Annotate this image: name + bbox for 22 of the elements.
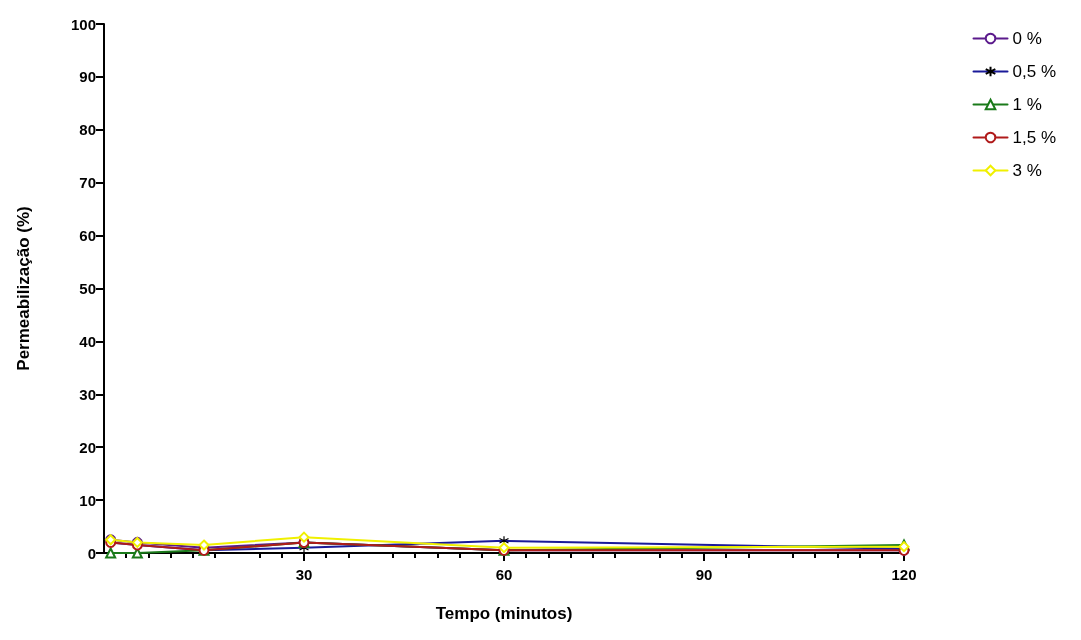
y-axis-title: Permeabilização (%)	[14, 206, 33, 371]
y-tick-label: 0	[87, 544, 96, 562]
y-tick-label: 100	[70, 15, 96, 33]
legend-label: 0,5 %	[1012, 62, 1057, 81]
y-tick-label: 40	[79, 332, 96, 350]
legend-label: 3 %	[1012, 161, 1042, 180]
legend-label: 0 %	[1012, 29, 1042, 48]
y-tick-label: 30	[79, 385, 96, 403]
y-tick-label: 80	[79, 121, 96, 139]
x-tick-label: 120	[891, 566, 917, 583]
legend-label: 1,5 %	[1012, 128, 1057, 147]
y-tick-label: 90	[79, 68, 96, 86]
x-tick-label: 60	[495, 566, 513, 583]
y-tick-label: 10	[79, 491, 96, 509]
x-tick-label: 30	[295, 566, 313, 583]
y-tick-label: 50	[79, 280, 96, 297]
y-tick-label: 60	[79, 227, 96, 245]
x-axis-title: Tempo (minutos)	[435, 604, 573, 623]
y-tick-label: 70	[79, 174, 96, 192]
y-tick-label: 20	[79, 438, 96, 456]
x-tick-label: 90	[695, 566, 713, 583]
legend-label: 1 %	[1012, 95, 1042, 114]
